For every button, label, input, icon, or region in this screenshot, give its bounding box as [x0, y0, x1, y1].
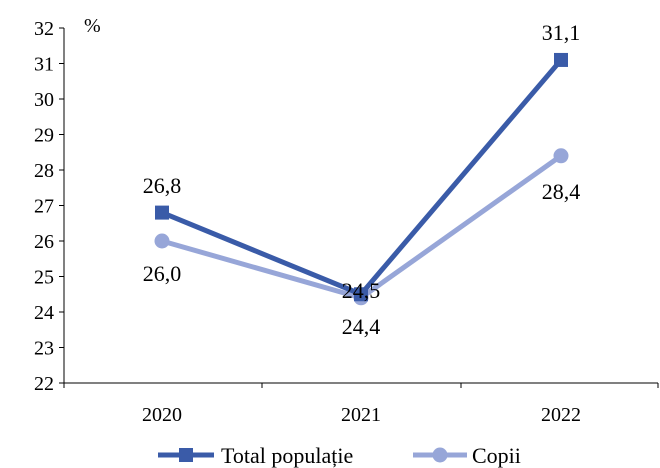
y-tick-label: 24 — [34, 302, 54, 324]
y-tick-label: 31 — [34, 54, 54, 76]
data-label: 24,4 — [342, 314, 381, 339]
x-tick-label: 2022 — [541, 404, 581, 426]
y-tick-label: 32 — [34, 18, 54, 40]
y-tick-label: 28 — [34, 160, 54, 182]
data-label: 26,0 — [143, 261, 182, 286]
y-tick-label: 22 — [34, 373, 54, 395]
x-axis-ticks: 2020 2021 2022 — [64, 383, 658, 426]
y-tick-label: 29 — [34, 125, 54, 147]
y-tick-label: 26 — [34, 231, 54, 253]
legend-item-copii: Copii — [413, 443, 521, 468]
y-tick-label: 23 — [34, 338, 54, 360]
legend-marker-square — [179, 448, 193, 462]
marker-circle — [155, 234, 170, 249]
y-tick-label: 30 — [34, 89, 54, 111]
legend-label: Copii — [472, 443, 521, 468]
x-tick-label: 2020 — [142, 404, 182, 426]
data-labels: 26,8 24,5 31,1 26,0 24,4 28,4 — [143, 20, 581, 339]
data-label: 28,4 — [542, 179, 581, 204]
data-label: 26,8 — [143, 173, 182, 198]
marker-circle — [554, 148, 569, 163]
marker-square — [554, 53, 568, 67]
series-group — [155, 53, 569, 305]
legend-item-total-populatie: Total populație — [158, 443, 353, 468]
data-label: 31,1 — [542, 20, 581, 45]
marker-square — [155, 206, 169, 220]
legend: Total populație Copii — [158, 443, 521, 468]
x-tick-label: 2021 — [341, 404, 381, 426]
y-tick-label: 25 — [34, 267, 54, 289]
y-axis-ticks: 22 23 24 25 26 27 28 29 30 31 32 — [34, 18, 64, 395]
y-tick-label: 27 — [34, 196, 54, 218]
series-line-copii — [162, 156, 561, 298]
legend-label: Total populație — [221, 443, 353, 468]
y-axis-unit-label: % — [84, 15, 101, 37]
data-label: 24,5 — [342, 278, 381, 303]
legend-marker-circle — [433, 448, 448, 463]
